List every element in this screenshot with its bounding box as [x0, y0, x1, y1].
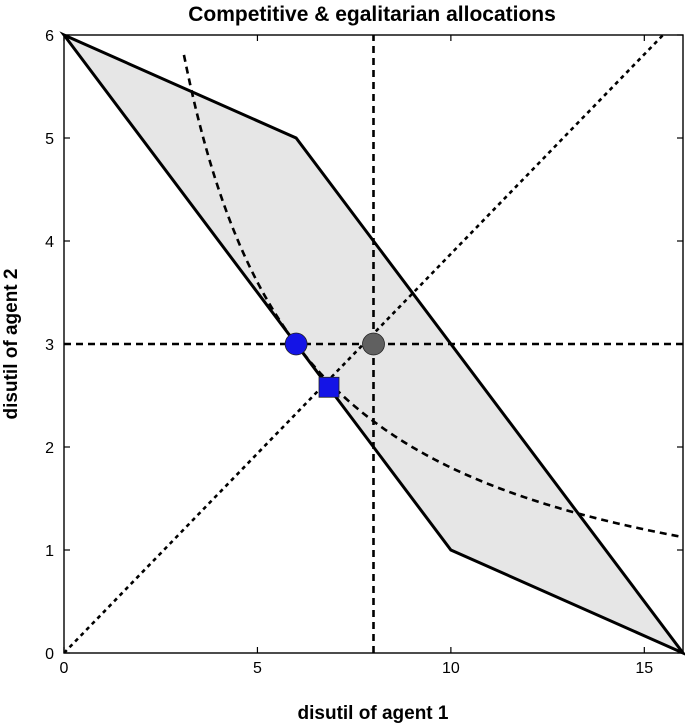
- y-tick-label: 1: [45, 543, 54, 560]
- egalitarian-allocation-marker: [318, 376, 340, 398]
- y-axis-label: disutil of agent 2: [1, 269, 22, 420]
- axis-ticks: 0 5 10 15 0 1 2 3 4 5 6: [45, 28, 683, 677]
- reference-point-marker: [362, 332, 385, 356]
- y-tick-label: 0: [45, 646, 54, 663]
- y-tick-label: 3: [45, 337, 54, 354]
- indifference-curve: [182, 54, 680, 538]
- y-tick-label: 5: [45, 131, 54, 148]
- chart-title: Competitive & egalitarian allocations: [188, 3, 556, 26]
- x-tick-label: 5: [253, 660, 262, 677]
- x-tick-label: 10: [442, 660, 460, 677]
- x-tick-label: 0: [60, 660, 69, 677]
- x-tick-label: 15: [635, 660, 653, 677]
- x-axis-label: disutil of agent 1: [298, 703, 449, 724]
- y-tick-label: 4: [45, 234, 54, 251]
- y-tick-label: 6: [45, 28, 54, 45]
- competitive-allocation-marker: [284, 332, 308, 356]
- y-tick-label: 2: [45, 440, 54, 457]
